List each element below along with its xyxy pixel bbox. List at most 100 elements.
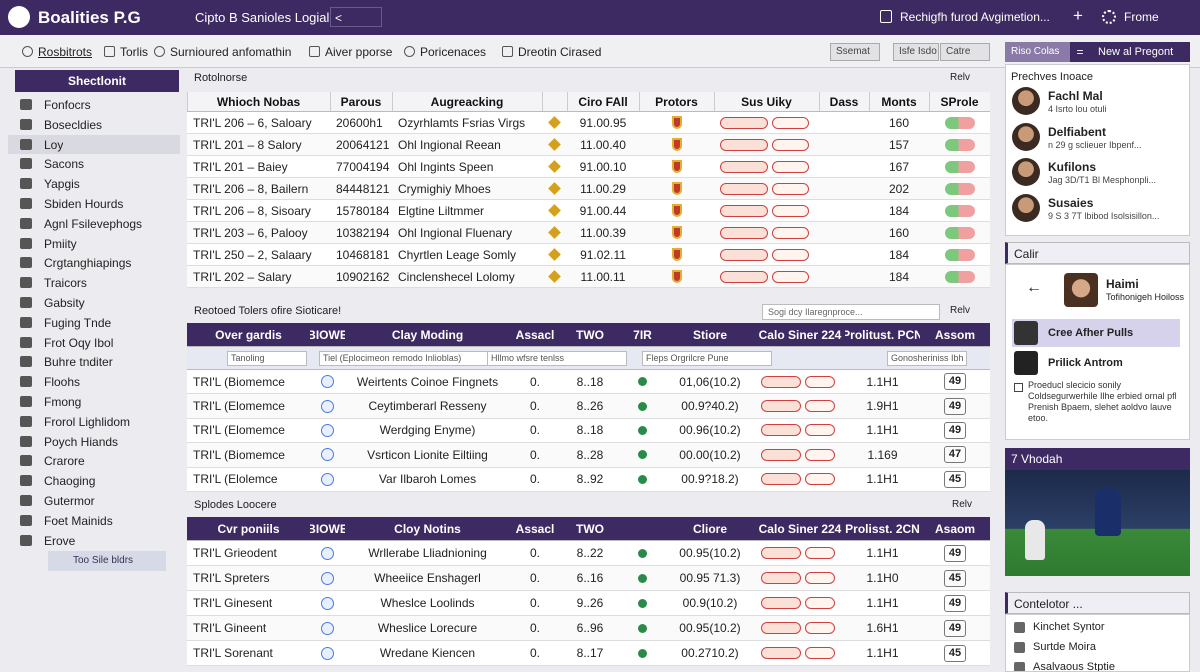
sidebar-item[interactable]: Sbiden Hourds — [44, 197, 124, 211]
sidebar-button[interactable]: Shectlonit — [15, 70, 179, 92]
sidebar-item[interactable]: Fuging Tnde — [44, 315, 112, 330]
notice[interactable]: Rechigfh furod Avgimetion... — [900, 10, 1050, 24]
back-button[interactable]: ← — [1026, 279, 1042, 296]
tab[interactable]: Poricenaces — [420, 45, 487, 59]
table-cell — [819, 134, 869, 155]
tab[interactable]: Surnioured anfomathin — [170, 45, 292, 59]
tab[interactable]: Aiver pporse — [325, 45, 393, 59]
contact-name[interactable]: Haimi — [1106, 277, 1139, 291]
highlight-item[interactable]: Cree Afher Pulls — [1048, 327, 1134, 339]
toolbar-button[interactable]: Catre — [940, 43, 990, 61]
toggle-icon — [944, 182, 975, 195]
person-name[interactable]: Fachl Mal — [1048, 89, 1103, 103]
sidebar-item[interactable]: Buhre tnditer — [44, 355, 113, 370]
sidebar-item[interactable]: Bosecldies — [44, 117, 103, 132]
filter-field[interactable]: Tanoling — [227, 351, 307, 366]
table-cell: 0. — [529, 423, 540, 438]
filter-row: Tanoling Tiel (Eplocimeon remodo Inliobla… — [187, 347, 990, 370]
table-cell: Wrllerabe Lliadnioning — [368, 546, 487, 560]
table-cell: 184 — [888, 203, 910, 218]
sidebar-item[interactable]: Gutermor — [44, 494, 95, 508]
filter-field[interactable]: Fleps Orgrilcre Pune — [642, 351, 772, 366]
sidebar-item[interactable]: Poych Hiands — [44, 434, 119, 449]
table-cell: 49 — [920, 541, 990, 565]
globe-icon — [321, 375, 334, 389]
person-name[interactable]: Delfiabent — [1048, 124, 1107, 139]
sidebar-item[interactable]: Foet Mainids — [44, 513, 113, 528]
sidebar-footer[interactable]: Too Sile bldrs — [48, 551, 166, 571]
panel-tab[interactable]: New al Pregont — [1090, 42, 1190, 62]
sidebar-item[interactable]: Agnl Fsilevephogs — [44, 216, 143, 231]
table-cell: 49 — [920, 394, 990, 417]
sidebar-icon — [20, 475, 32, 487]
section-action[interactable]: Relv — [950, 305, 971, 316]
sidebar-item[interactable]: Crgtanghiapings — [44, 256, 132, 271]
sidebar-icon — [20, 534, 32, 546]
table-cell: 1.1H1 — [866, 374, 899, 389]
notice-icon — [880, 10, 892, 23]
table-cell: 45 — [920, 468, 990, 491]
section-title: Reotoed Tolers ofire Sioticare! — [194, 305, 342, 317]
checkbox[interactable] — [1014, 383, 1023, 392]
person-name[interactable]: Kufilons — [1048, 160, 1096, 174]
sidebar-item[interactable]: Erove — [44, 533, 76, 548]
table-cell — [310, 394, 345, 417]
toolbar-button[interactable]: Ssemat — [830, 43, 880, 61]
star-icon — [548, 182, 561, 195]
table-cell — [639, 200, 714, 221]
filter-field[interactable]: Gonosheriniss Ibh — [887, 351, 967, 366]
list-item[interactable]: Kinchet Syntor — [1033, 621, 1105, 633]
sidebar-item[interactable]: Pmiity — [44, 236, 77, 251]
sidebar-item[interactable]: Yapgis — [44, 177, 80, 192]
table-cell: 6..16 — [576, 571, 604, 585]
sidebar-item[interactable]: Fmong — [44, 395, 82, 409]
filter-field[interactable]: Tiel (Eplocimeon remodo Inlioblas) — [319, 351, 499, 366]
table-row: TRI'L (Biomemce Weirtents Coinoe Fingnets… — [187, 370, 990, 395]
toggle-icon — [944, 138, 975, 151]
table-header: Cvr poniils BIOWE Cloy Notins Assacl TWO Clio… — [187, 517, 990, 541]
column-divider — [639, 92, 640, 111]
column-header: Monts — [881, 94, 917, 109]
table-cell: 49 — [920, 591, 990, 615]
sidebar-item[interactable]: Crarore — [44, 454, 85, 469]
search-field[interactable]: Sogi dcy Ilaregnproce... — [762, 304, 940, 320]
table-cell: 1.1H1 — [866, 472, 899, 487]
table-cell: 8..28 — [576, 447, 604, 462]
sidebar-item[interactable]: Fonfocrs — [44, 98, 91, 112]
sidebar-item[interactable]: Floohs — [44, 375, 81, 390]
section-action[interactable]: Relv — [950, 72, 971, 83]
table-cell — [620, 541, 665, 565]
sidebar-item[interactable]: Sacons — [44, 157, 85, 172]
table-cell — [755, 468, 845, 491]
table-cell: 00.9(10.2) — [682, 596, 738, 610]
person-name[interactable]: Susaies — [1048, 195, 1094, 210]
table-cell — [542, 200, 567, 221]
tab[interactable]: Dreotin Cirased — [518, 45, 602, 59]
filter-field[interactable]: Hllmo wfsre tenlss — [487, 351, 627, 366]
sidebar-icon — [20, 138, 32, 150]
tab[interactable]: Rosbitrots — [38, 45, 93, 59]
table-cell: 1.169 — [867, 447, 898, 462]
table-cell — [714, 112, 819, 133]
user[interactable]: Frome — [1124, 10, 1159, 24]
search[interactable]: < — [330, 7, 382, 27]
sidebar-item[interactable]: Traicors — [44, 276, 87, 291]
toolbar-button[interactable]: Isfe Isdo — [893, 43, 939, 61]
add-button[interactable]: + — [1073, 6, 1083, 25]
sidebar-item[interactable]: Chaoging — [44, 474, 96, 489]
panel-tab[interactable]: Riso Colas — [1005, 42, 1070, 62]
section-action[interactable]: Relv — [952, 499, 973, 510]
sidebar-item[interactable]: Loy — [44, 137, 64, 152]
list-item[interactable]: Surtde Moira — [1033, 641, 1096, 653]
contact-item[interactable]: Prilick Antrom — [1048, 357, 1123, 369]
table-row: TRI'L Gineent Wheslice Lorecure 0. 6..96 00.… — [187, 616, 990, 641]
tab[interactable]: Torlis — [120, 45, 149, 59]
table-cell: 1.1H1 — [866, 546, 899, 560]
table-cell: TRI'L Gineent — [193, 621, 267, 635]
section-header: 7 Vhodah — [1005, 448, 1190, 470]
sidebar-item[interactable]: Frot Oqy Ibol — [44, 335, 114, 350]
list-item[interactable]: Asalvaous Stptie — [1033, 661, 1115, 672]
sidebar-item[interactable]: Frorol Lighlidom — [44, 414, 131, 429]
sidebar-item[interactable]: Gabsity — [44, 296, 85, 310]
panel-tab[interactable]: = — [1070, 42, 1090, 62]
